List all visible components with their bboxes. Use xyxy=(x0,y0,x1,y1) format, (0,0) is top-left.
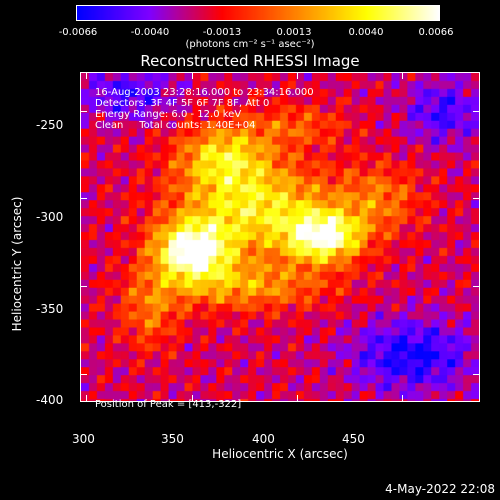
axis-tick-mark xyxy=(296,72,298,79)
axis-tick-mark xyxy=(473,373,480,375)
colorbar-tick-label: 0.0013 xyxy=(276,27,312,38)
y-tick-label: -400 xyxy=(36,393,64,407)
axis-tick-mark xyxy=(80,286,87,288)
axis-tick-mark xyxy=(296,395,298,402)
y-axis-label: Heliocentric Y (arcsec) xyxy=(10,196,24,332)
timestamp: 4-May-2022 22:08 xyxy=(385,482,495,496)
y-tick-label: -300 xyxy=(36,210,64,224)
info-peak-position: Position of Peak = [413,-322] xyxy=(95,399,242,410)
info-detectors: Detectors: 3F 4F 5F 6F 7F 8F, Att 0 xyxy=(95,98,270,109)
colorbar-tick-label: -0.0066 xyxy=(58,27,98,38)
plot-title: Reconstructed RHESSI Image xyxy=(140,52,360,70)
info-energy-range: Energy Range: 6.0 - 12.0 keV xyxy=(95,109,242,120)
colorbar-tick-label: -0.0040 xyxy=(130,27,170,38)
heatmap-canvas xyxy=(81,73,479,401)
axis-tick-mark xyxy=(80,373,87,375)
info-observation-time: 16-Aug-2003 23:28:16.000 to 23:34:16.000 xyxy=(95,87,314,98)
y-tick-label: -350 xyxy=(36,302,64,316)
axis-tick-mark xyxy=(473,198,480,200)
axis-tick-mark xyxy=(473,110,480,112)
axis-tick-mark xyxy=(402,395,404,402)
x-axis-label: Heliocentric X (arcsec) xyxy=(212,447,348,461)
axis-tick-mark xyxy=(86,395,88,402)
axis-tick-mark xyxy=(473,286,480,288)
heatmap-plot: 16-Aug-2003 23:28:16.000 to 23:34:16.000… xyxy=(80,72,480,410)
info-total-counts: Clean Total counts: 1.40E+04 xyxy=(95,120,256,131)
colorbar-ticks: -0.0066 -0.0040 -0.0013 0.0013 0.0040 0.… xyxy=(0,0,500,40)
x-tick-label: 400 xyxy=(252,432,275,446)
colorbar-tick-label: 0.0040 xyxy=(348,27,384,38)
colorbar xyxy=(76,5,440,21)
axis-tick-mark xyxy=(80,198,87,200)
axis-tick-mark xyxy=(80,110,87,112)
axis-tick-mark xyxy=(86,72,88,79)
colorbar-units: (photons cm⁻² s⁻¹ asec⁻²) xyxy=(185,39,315,50)
colorbar-tick-label: -0.0013 xyxy=(202,27,242,38)
axis-tick-mark xyxy=(191,72,193,79)
axis-tick-mark xyxy=(402,72,404,79)
x-tick-label: 350 xyxy=(161,432,184,446)
axis-tick-mark xyxy=(191,395,193,402)
y-tick-label: -250 xyxy=(36,118,64,132)
x-tick-label: 450 xyxy=(342,432,365,446)
colorbar-tick-label: 0.0066 xyxy=(418,27,454,38)
x-tick-label: 300 xyxy=(72,432,95,446)
